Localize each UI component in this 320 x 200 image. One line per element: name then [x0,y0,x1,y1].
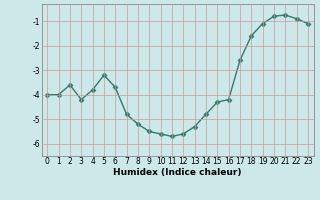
X-axis label: Humidex (Indice chaleur): Humidex (Indice chaleur) [113,168,242,177]
